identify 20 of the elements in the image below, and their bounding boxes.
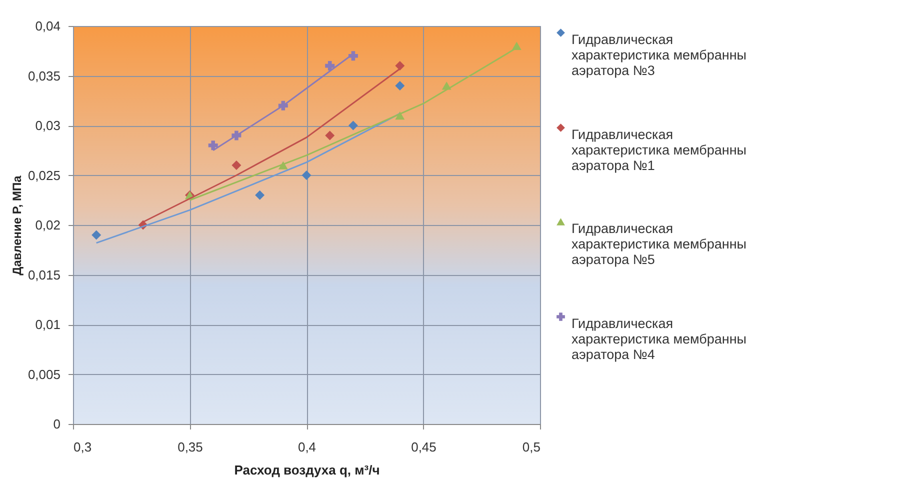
- x-axis-title: Расход воздуха q, м³/ч: [234, 462, 380, 478]
- y-tick-label: 0,04: [35, 18, 60, 34]
- x-tick-label: 0,4: [298, 440, 316, 454]
- legend-label: Гидравлическая характеристика мембранны аэратора №3: [572, 32, 746, 78]
- x-tick-label: 0,45: [411, 440, 436, 454]
- y-tick-label: 0,005: [28, 366, 60, 382]
- y-tick-label: 0,03: [35, 118, 60, 133]
- x-tick-label: 0,35: [178, 440, 203, 454]
- y-tick-label: 0,015: [28, 267, 60, 282]
- y-axis-title: Давление P, МПа: [10, 175, 24, 276]
- x-tick-label: 0,3: [74, 440, 92, 454]
- y-tick-label: 0,035: [28, 68, 60, 84]
- y-tick-label: 0,02: [35, 218, 60, 232]
- y-tick-label: 0,01: [35, 317, 60, 332]
- legend-label: Гидравлическая характеристика мембранны аэратора №5: [572, 220, 746, 267]
- y-tick-label: 0,025: [28, 168, 60, 183]
- x-tick-label: 0,5: [522, 440, 540, 454]
- y-tick-label: 0: [53, 416, 60, 432]
- legend-label: Гидравлическая характеристика мембранны аэратора №1: [572, 126, 746, 173]
- legend-label: Гидравлическая характеристика мембранны аэратора №4: [572, 316, 746, 362]
